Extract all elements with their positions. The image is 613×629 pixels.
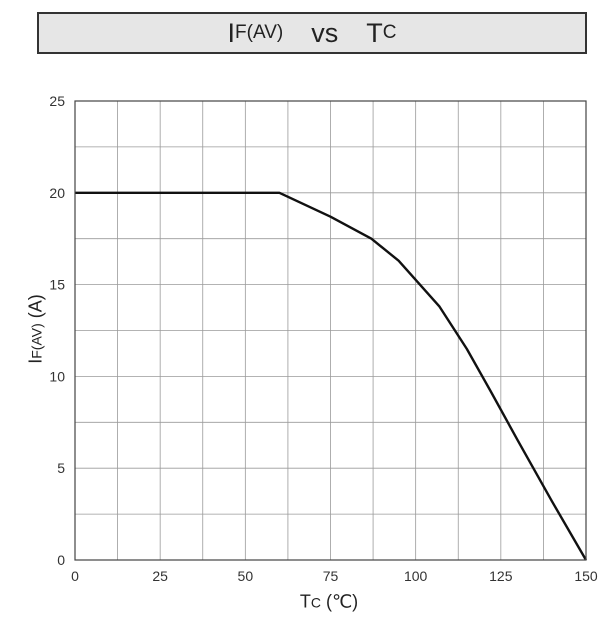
x-tick-label: 75 <box>323 568 339 584</box>
xlabel-sub: C <box>310 594 321 611</box>
x-tick-label: 125 <box>489 568 513 584</box>
title-vs: vs <box>311 17 339 48</box>
plot-frame <box>74 100 587 561</box>
y-axis-label: IF(AV) (A) <box>26 294 47 364</box>
chart-series <box>75 191 588 561</box>
y-tick-label: 25 <box>49 93 65 109</box>
title-i-sub: F(AV) <box>235 22 284 43</box>
ylabel-i: I <box>25 358 46 364</box>
x-tick-label: 50 <box>238 568 254 584</box>
x-tick-label: 25 <box>152 568 168 584</box>
y-tick-label: 20 <box>49 185 65 201</box>
ylabel-unit: (A) <box>25 294 46 319</box>
xlabel-unit: (℃) <box>325 591 359 612</box>
y-tick-label: 10 <box>49 368 65 384</box>
title-t: T <box>366 17 383 48</box>
chart-ticks: 0 25 50 75 100 125 150 0 5 10 15 20 25 <box>49 93 597 584</box>
y-tick-label: 5 <box>57 460 65 476</box>
x-tick-label: 100 <box>404 568 428 584</box>
x-tick-label: 150 <box>574 568 598 584</box>
xlabel-t: T <box>299 591 311 612</box>
y-tick-label: 15 <box>49 277 65 293</box>
ylabel-sub: F(AV) <box>28 323 45 359</box>
title-i: I <box>227 17 236 48</box>
title-t-sub: C <box>382 22 397 43</box>
x-axis-label: TC (℃) <box>300 592 358 613</box>
series-line <box>75 191 588 561</box>
y-tick-label: 0 <box>57 552 65 568</box>
chart-grid <box>75 101 586 560</box>
x-tick-label: 0 <box>71 568 79 584</box>
